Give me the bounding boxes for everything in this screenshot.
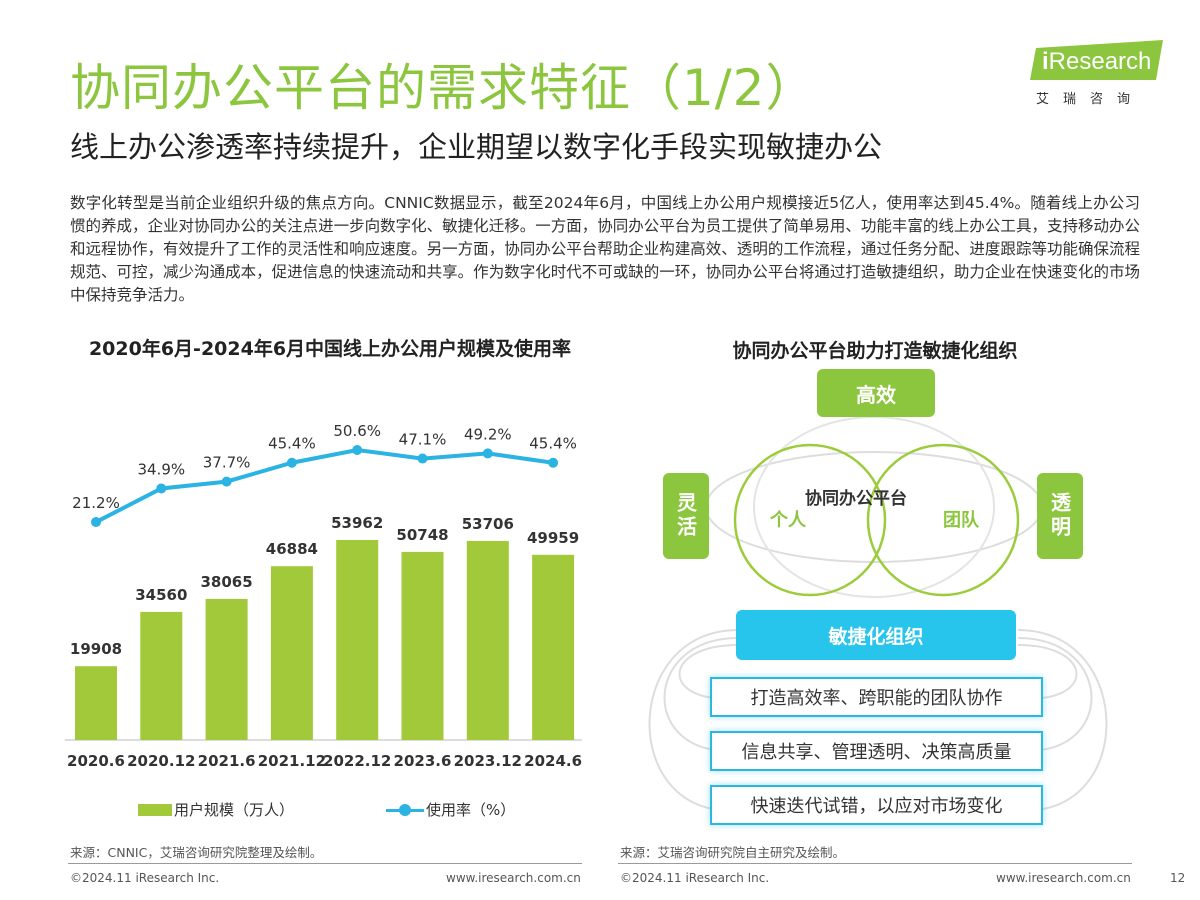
x-tick-label: 2020.6 — [67, 752, 125, 770]
center-label: 协同办公平台 — [805, 489, 907, 509]
bar — [336, 539, 379, 740]
bar-value-label: 38065 — [201, 573, 253, 591]
legend-line-label: 使用率（%） — [426, 801, 516, 819]
rate-value-label: 34.9% — [137, 460, 185, 478]
page-subtitle: 线上办公渗透率持续提升，企业期望以数字化手段实现敏捷办公 — [70, 130, 883, 164]
bar — [75, 666, 117, 740]
source-note-left: 来源：CNNIC，艾瑞咨询研究院整理及绘制。 — [70, 845, 323, 860]
bar-value-label: 46884 — [266, 540, 318, 558]
bar-value-label: 34560 — [135, 586, 187, 604]
circle-label-personal: 个人 — [770, 510, 806, 531]
diagram-lines — [648, 416, 1108, 812]
rate-value-label: 21.2% — [72, 494, 120, 512]
node-efficient: 高效 — [817, 369, 935, 417]
legend-bar-swatch — [138, 803, 172, 816]
rate-line — [95, 447, 554, 524]
rate-value-label: 45.4% — [268, 435, 316, 453]
diagram-title: 协同办公平台助力打造敏捷化组织 — [732, 340, 1018, 362]
x-tick-label: 2021.6 — [198, 752, 256, 770]
feature-box: 信息共享、管理透明、决策高质量 — [710, 731, 1043, 771]
bar-value-label: 49959 — [527, 529, 579, 547]
iresearch-logo: iResearch 艾瑞咨询 — [1030, 40, 1165, 110]
x-tick-label: 2022.12 — [323, 752, 391, 770]
logo-banner-icon — [1030, 40, 1163, 80]
logo-text: iResearch — [1042, 48, 1152, 75]
bar — [140, 611, 183, 740]
page-title: 协同办公平台的需求特征（1/2） — [70, 59, 817, 117]
x-tick-label: 2021.12 — [258, 752, 326, 770]
rate-point — [221, 476, 232, 487]
bar-value-label: 50748 — [396, 526, 448, 544]
bar-value-label: 53706 — [462, 515, 514, 533]
x-tick-label: 2023.12 — [454, 752, 522, 770]
logo-cn: 艾瑞咨询 — [1036, 92, 1145, 107]
bar — [466, 540, 509, 740]
footer-divider-left — [68, 863, 582, 864]
node-flexible: 灵活 — [663, 473, 709, 559]
footer-url-left: www.iresearch.com.cn — [446, 871, 581, 885]
rate-value-label: 50.6% — [333, 422, 381, 440]
node-agile-org: 敏捷化组织 — [736, 610, 1016, 660]
bar — [205, 598, 248, 740]
rate-point — [548, 457, 559, 468]
chart-title: 2020年6月-2024年6月中国线上办公用户规模及使用率 — [88, 338, 572, 360]
rate-value-label: 37.7% — [203, 454, 251, 472]
rate-point — [417, 453, 428, 464]
circle-label-team: 团队 — [943, 510, 979, 531]
legend-item-line: 使用率（%） — [386, 799, 515, 820]
legend-line-swatch — [386, 803, 424, 816]
rate-point — [352, 444, 363, 455]
rate-value-label: 47.1% — [399, 431, 447, 449]
page-number: 12 — [1170, 871, 1186, 885]
legend-bar-label: 用户规模（万人） — [174, 801, 295, 819]
x-tick-label: 2024.6 — [524, 752, 582, 770]
source-note-right: 来源：艾瑞咨询研究院自主研究及绘制。 — [620, 845, 846, 860]
user-scale-chart: 19908 2020.6 34560 2020.12 38065 2021.6 46884 2… — [65, 422, 582, 770]
intro-paragraph: 数字化转型是当前企业组织升级的焦点方向。CNNIC数据显示，截至2024年6月，… — [70, 194, 1140, 304]
legend-item-bar: 用户规模（万人） — [138, 799, 294, 820]
rate-point — [482, 448, 493, 459]
feature-box: 快速迭代试错，以应对市场变化 — [710, 785, 1043, 825]
footer-url-right: www.iresearch.com.cn — [996, 871, 1131, 885]
x-tick-label: 2023.6 — [394, 752, 452, 770]
rate-value-label: 49.2% — [464, 425, 512, 443]
node-transparent: 透明 — [1037, 473, 1083, 559]
rate-point — [156, 483, 167, 494]
x-tick-label: 2020.12 — [127, 752, 195, 770]
footer-copyright-right: ©2024.11 iResearch Inc. — [620, 871, 770, 885]
bar — [532, 554, 575, 740]
rate-point — [286, 457, 297, 468]
bar — [270, 566, 313, 740]
rate-point — [91, 517, 101, 528]
footer-copyright-left: ©2024.11 iResearch Inc. — [70, 871, 220, 885]
feature-box: 打造高效率、跨职能的团队协作 — [710, 677, 1043, 717]
bar-value-label: 19908 — [70, 640, 122, 658]
footer-divider-right — [618, 863, 1132, 864]
bar — [401, 551, 444, 740]
rate-value-label: 45.4% — [529, 435, 577, 453]
bar-value-label: 53962 — [331, 514, 383, 532]
